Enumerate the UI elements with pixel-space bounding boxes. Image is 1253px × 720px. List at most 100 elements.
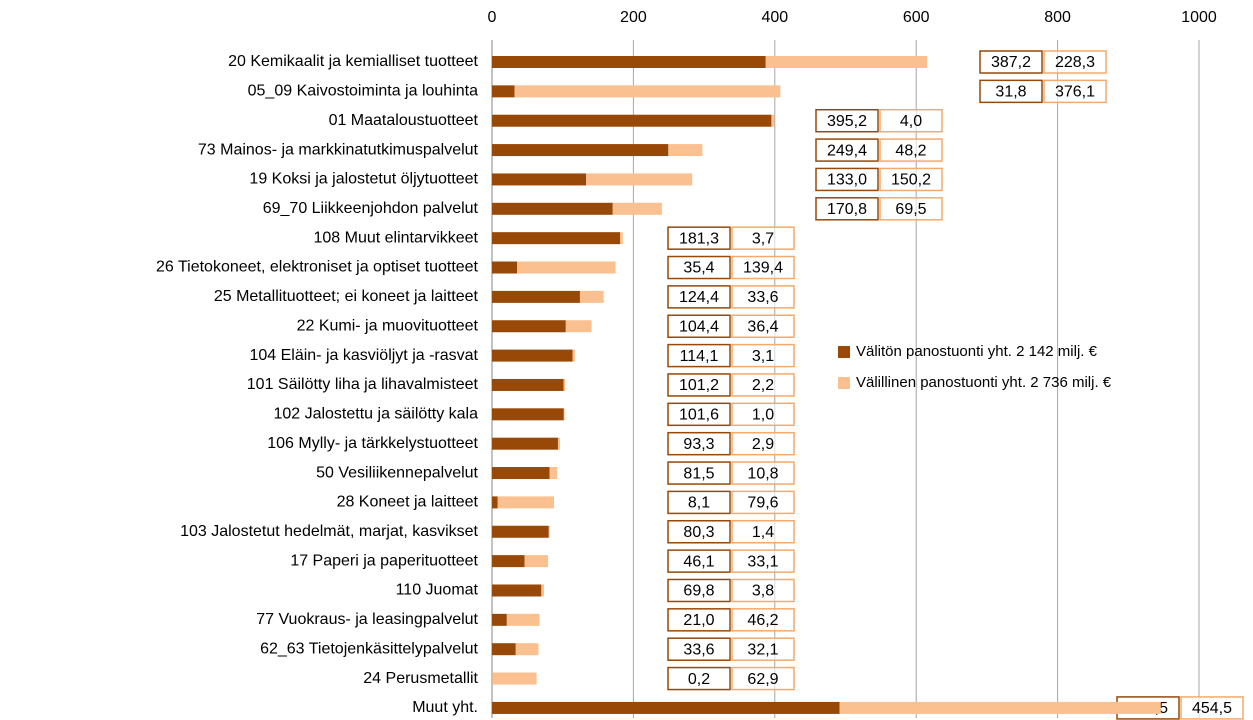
x-tick-label: 200 bbox=[620, 9, 647, 26]
label-box bbox=[815, 108, 879, 133]
label-box bbox=[667, 578, 731, 603]
label-box bbox=[815, 167, 879, 192]
y-tick-label: 62_63 Tietojenkäsittelypalvelut bbox=[260, 640, 478, 657]
y-tick-label: 101 Säilötty liha ja lihavalmisteet bbox=[247, 376, 479, 393]
data-label: 21,0 bbox=[683, 612, 714, 629]
y-tick-label: 103 Jalostetut hedelmät, marjat, kasviks… bbox=[180, 523, 478, 540]
x-tick-label: 600 bbox=[903, 9, 930, 26]
bar bbox=[492, 701, 840, 714]
bar bbox=[492, 378, 564, 391]
label-box bbox=[731, 637, 795, 661]
label-box bbox=[667, 402, 731, 427]
bar bbox=[492, 672, 537, 685]
data-label: 36,4 bbox=[747, 318, 778, 335]
bar bbox=[492, 290, 580, 303]
label-box bbox=[731, 431, 795, 456]
data-label: 33,6 bbox=[683, 641, 714, 658]
legend-swatch bbox=[838, 377, 850, 389]
bar bbox=[549, 467, 558, 480]
label-box bbox=[815, 197, 879, 221]
data-label: 124,4 bbox=[679, 289, 719, 306]
label-box bbox=[979, 50, 1043, 74]
data-label: 4,0 bbox=[900, 113, 922, 130]
data-label: 150,2 bbox=[891, 172, 931, 189]
bar bbox=[668, 144, 703, 157]
bar bbox=[765, 56, 928, 68]
bar bbox=[492, 232, 621, 245]
y-tick-label: 110 Juomat bbox=[396, 582, 479, 599]
bar bbox=[492, 643, 516, 656]
bar bbox=[839, 701, 1161, 714]
bar bbox=[492, 173, 587, 186]
data-label: 3,8 bbox=[752, 583, 774, 600]
data-label: 80,3 bbox=[683, 524, 714, 541]
x-tick-label: 400 bbox=[761, 9, 788, 26]
bar bbox=[586, 173, 693, 186]
label-box bbox=[1043, 79, 1107, 104]
bar bbox=[492, 261, 518, 274]
bar bbox=[563, 378, 566, 391]
label-box bbox=[731, 520, 795, 544]
label-box bbox=[731, 373, 795, 397]
label-box bbox=[667, 549, 731, 573]
y-tick-label: 104 Eläin- ja kasviöljyt ja -rasvat bbox=[249, 347, 478, 364]
label-box bbox=[731, 402, 795, 427]
y-tick-label: 50 Vesiliikennepalvelut bbox=[316, 464, 478, 481]
bar bbox=[579, 290, 604, 303]
data-label: 69,5 bbox=[895, 201, 926, 218]
bar bbox=[620, 232, 623, 245]
data-label: 31,8 bbox=[995, 84, 1026, 101]
label-box bbox=[667, 637, 731, 661]
label-box bbox=[815, 138, 879, 162]
y-tick-label: Muut yht. bbox=[412, 699, 478, 716]
y-tick-label: 17 Paperi ja paperituotteet bbox=[290, 552, 478, 569]
bar bbox=[492, 525, 549, 538]
label-box bbox=[979, 79, 1043, 104]
bar bbox=[541, 584, 545, 597]
y-tick-label: 77 Vuokraus- ja leasingpalvelut bbox=[256, 611, 478, 628]
data-label: 10,8 bbox=[747, 465, 778, 482]
data-label: 249,4 bbox=[827, 142, 867, 159]
data-label: 1,0 bbox=[752, 407, 774, 424]
bar bbox=[492, 555, 525, 568]
bar bbox=[565, 320, 592, 333]
y-tick-label: 20 Kemikaalit ja kemialliset tuotteet bbox=[228, 53, 478, 70]
data-label: 139,4 bbox=[743, 260, 783, 277]
bar bbox=[492, 85, 515, 98]
x-tick-label: 1000 bbox=[1181, 9, 1217, 26]
data-label: 93,3 bbox=[683, 436, 714, 453]
bar bbox=[557, 437, 561, 450]
label-box bbox=[731, 461, 795, 485]
bar bbox=[548, 525, 550, 538]
legend-label: Välitön panostuonti yht. 2 142 milj. € bbox=[856, 343, 1098, 360]
bar bbox=[492, 349, 573, 362]
data-label: 46,2 bbox=[747, 612, 778, 629]
bar bbox=[771, 114, 775, 127]
bar bbox=[612, 202, 662, 215]
data-label: 101,6 bbox=[679, 407, 719, 424]
y-tick-label: 01 Maataloustuotteet bbox=[329, 112, 479, 129]
bar bbox=[563, 408, 565, 421]
label-box bbox=[667, 520, 731, 544]
label-box bbox=[731, 490, 795, 515]
label-box bbox=[667, 373, 731, 397]
label-box bbox=[731, 343, 795, 368]
data-label: 114,1 bbox=[680, 348, 719, 365]
bar bbox=[492, 320, 566, 333]
label-box bbox=[667, 314, 731, 338]
bar bbox=[492, 114, 772, 127]
label-box bbox=[731, 578, 795, 603]
bar bbox=[492, 144, 669, 157]
bar bbox=[572, 349, 575, 362]
bar bbox=[492, 613, 507, 626]
label-box bbox=[731, 666, 795, 691]
data-label: 395,2 bbox=[827, 113, 867, 130]
label-box bbox=[731, 285, 795, 309]
y-tick-label: 28 Koneet ja laitteet bbox=[337, 494, 479, 511]
bar bbox=[506, 613, 540, 626]
label-box bbox=[1043, 50, 1107, 74]
data-label: 46,1 bbox=[683, 553, 714, 570]
label-box bbox=[879, 197, 943, 221]
data-label: 228,3 bbox=[1055, 54, 1095, 71]
